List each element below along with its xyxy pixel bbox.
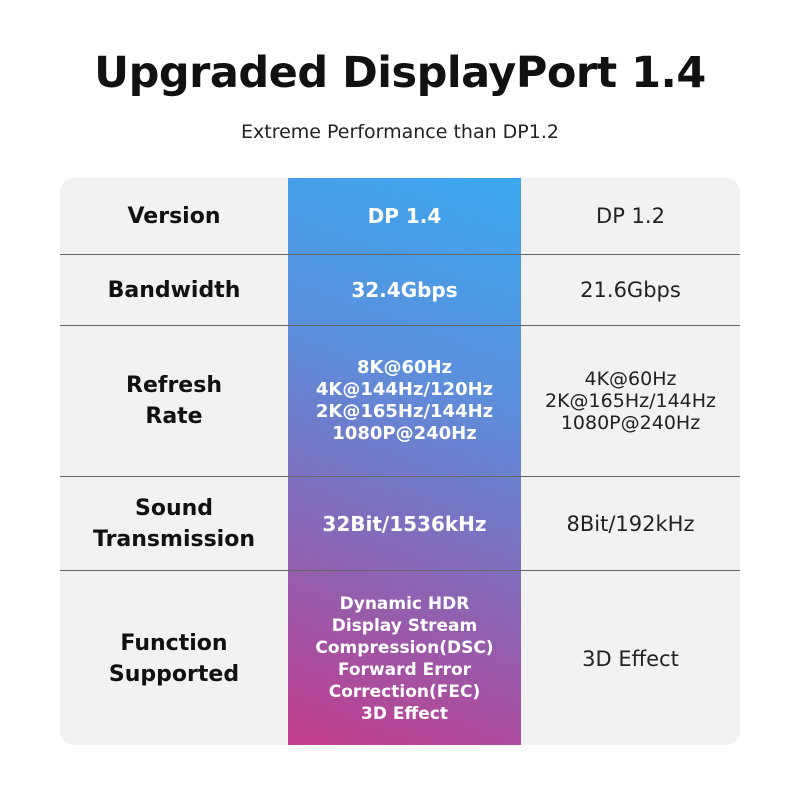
dp14-value: Dynamic HDR Display Stream Compression(D… bbox=[315, 593, 494, 724]
dp12-value: 4K@60Hz 2K@165Hz/144Hz 1080P@240Hz bbox=[545, 368, 716, 434]
table-row-bandwidth: Bandwidth 32.4Gbps 21.6Gbps bbox=[60, 254, 740, 325]
table-row-function: Function Supported Dynamic HDR Display S… bbox=[60, 570, 740, 745]
comparison-table: Version DP 1.4 DP 1.2 Bandwidth 32.4Gbps… bbox=[60, 178, 740, 745]
page-title: Upgraded DisplayPort 1.4 bbox=[94, 48, 706, 98]
row-label: Sound Transmission bbox=[92, 495, 255, 552]
dp12-value: 3D Effect bbox=[582, 646, 679, 671]
table-row-refresh-rate: Refresh Rate 8K@60Hz 4K@144Hz/120Hz 2K@1… bbox=[60, 325, 740, 476]
page-subtitle: Extreme Performance than DP1.2 bbox=[241, 121, 559, 143]
table-row-version: Version DP 1.4 DP 1.2 bbox=[60, 178, 740, 254]
dp14-value: 32Bit/1536kHz bbox=[322, 511, 487, 536]
dp14-highlight-column bbox=[288, 178, 521, 745]
dp14-value: DP 1.4 bbox=[367, 204, 442, 228]
dp12-value: 21.6Gbps bbox=[580, 278, 681, 302]
row-label: Version bbox=[127, 203, 221, 229]
row-label: Bandwidth bbox=[107, 277, 241, 303]
row-label: Refresh Rate bbox=[126, 373, 222, 429]
row-label: Function Supported bbox=[108, 630, 240, 687]
dp12-value: 8Bit/192kHz bbox=[566, 511, 695, 536]
dp12-value: DP 1.2 bbox=[596, 204, 665, 228]
dp14-value: 8K@60Hz 4K@144Hz/120Hz 2K@165Hz/144Hz 10… bbox=[315, 357, 494, 444]
table-row-sound: Sound Transmission 32Bit/1536kHz 8Bit/19… bbox=[60, 476, 740, 570]
dp14-value: 32.4Gbps bbox=[351, 278, 458, 302]
